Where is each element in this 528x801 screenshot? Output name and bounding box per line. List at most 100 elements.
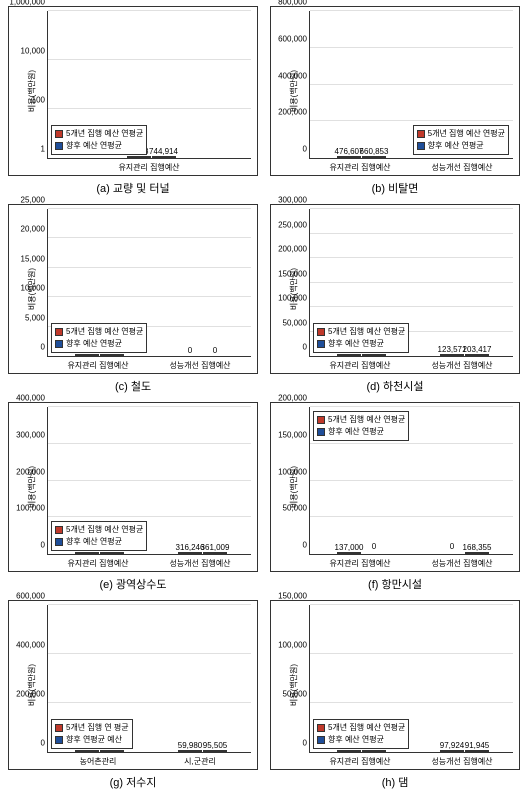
bar-red: 3,478 — [127, 156, 151, 158]
bar-group: 3,478744,914 — [127, 156, 176, 158]
y-tick: 800,000 — [278, 0, 310, 7]
legend-item: 향후 예산 연평균 — [417, 140, 505, 152]
x-axis-labels: 유지관리 집행예산성능개선 집행예산 — [309, 756, 513, 767]
bar-group: 12,62720,351 — [75, 354, 124, 356]
bar-group: 129,493159,829 — [75, 552, 124, 554]
legend-label: 5개년 집행 예산 연평균 — [328, 326, 405, 338]
legend-item: 향후 예산 연평균 — [55, 140, 143, 152]
legend-label: 향후 예산 연평균 — [428, 140, 484, 152]
y-tick: 25,000 — [21, 196, 48, 205]
bar-value-label: 0 — [213, 346, 217, 355]
panel-c: 05,00010,00015,00020,00025,00012,62720,3… — [6, 204, 260, 394]
y-tick: 200,000 — [278, 245, 310, 254]
bar-value-label: 0 — [372, 542, 376, 551]
legend: 5개년 집행 예산 연평균향후 예산 연평균 — [51, 323, 147, 353]
bar-value-label: 97,924 — [440, 741, 464, 750]
bar-group: 561,126643,517 — [75, 750, 124, 752]
legend-item: 향후 예산 연평균 — [317, 426, 405, 438]
bar-blue: 643,517 — [100, 750, 124, 752]
bar-red: 137,000 — [337, 552, 361, 554]
x-axis-labels: 농어촌관리시,군관리 — [47, 756, 251, 767]
legend-item: 5개년 집행 예산 연평균 — [55, 326, 143, 338]
legend: 5개년 집행 연 평균향후 연평균 예산 — [51, 719, 133, 749]
y-tick: 0 — [303, 343, 310, 352]
x-label: 유지관리 집행예산 — [309, 558, 411, 569]
y-tick: 0 — [303, 145, 310, 154]
y-tick: 20,000 — [21, 225, 48, 234]
y-tick: 600,000 — [16, 592, 48, 601]
x-label: 성능개선 집행예산 — [149, 360, 251, 371]
panel-f: 050,000100,000150,000200,000137,00000168… — [268, 402, 522, 592]
bar-blue: 744,914 — [152, 156, 176, 158]
bar-blue: 660,853 — [362, 156, 386, 158]
bar-red: 156,331 — [337, 354, 361, 356]
legend-swatch — [317, 340, 325, 348]
panel-caption: (f) 항만시설 — [368, 576, 422, 592]
legend: 5개년 집행 예산 연평균향후 예산 연평균 — [413, 125, 509, 155]
bar-blue: 249,524 — [362, 354, 386, 356]
chart-box: 050,000100,000150,000200,000250,000300,0… — [270, 204, 520, 374]
y-tick: 5,000 — [25, 313, 48, 322]
bar-group: 476,607660,853 — [337, 156, 386, 158]
panel-caption: (b) 비탈면 — [372, 180, 419, 196]
legend: 5개년 집행 예산 연평균향후 예산 연평균 — [51, 125, 147, 155]
legend-item: 5개년 집행 예산 연평균 — [317, 326, 405, 338]
y-tick: 250,000 — [278, 220, 310, 229]
legend-item: 5개년 집행 예산 연평균 — [55, 128, 143, 140]
chart-box: 0200,000400,000600,000561,126643,51759,9… — [8, 600, 258, 770]
x-label: 유지관리 집행예산 — [47, 558, 149, 569]
legend-label: 5개년 집행 연 평균 — [66, 722, 129, 734]
x-axis-labels: 유지관리 집행예산성능개선 집행예산 — [309, 558, 513, 569]
panel-e: 0100,000200,000300,000400,000129,493159,… — [6, 402, 260, 592]
x-label: 시,군관리 — [149, 756, 251, 767]
legend-swatch — [55, 526, 63, 534]
legend-swatch — [55, 538, 63, 546]
chart-grid: 110010,0001,000,0003,478744,9145개년 집행 예산… — [0, 0, 528, 796]
bar-red: 476,607 — [337, 156, 361, 158]
bar-group: 316,246361,009 — [178, 552, 227, 554]
legend-swatch — [55, 130, 63, 138]
bar-value-label: 137,000 — [335, 543, 364, 552]
y-tick: 10,000 — [21, 47, 48, 56]
bar-value-label: 203,417 — [463, 345, 492, 354]
y-tick: 600,000 — [278, 34, 310, 43]
legend-item: 향후 예산 연평균 — [317, 734, 405, 746]
legend-swatch — [417, 130, 425, 138]
legend-swatch — [417, 142, 425, 150]
legend-swatch — [55, 724, 63, 732]
y-axis-label: 비용(백만원) — [27, 664, 38, 706]
panel-d: 050,000100,000150,000200,000250,000300,0… — [268, 204, 522, 394]
bar-value-label: 59,980 — [178, 741, 202, 750]
legend: 5개년 집행 예산 연평균향후 예산 연평균 — [313, 411, 409, 441]
panel-caption: (a) 교량 및 터널 — [96, 180, 169, 196]
y-tick: 0 — [41, 343, 48, 352]
bar-group: 0168,355 — [440, 552, 489, 554]
panel-caption: (g) 저수지 — [110, 774, 157, 790]
panel-caption: (c) 철도 — [115, 378, 151, 394]
chart-box: 05,00010,00015,00020,00025,00012,62720,3… — [8, 204, 258, 374]
legend-item: 5개년 집행 예산 연평균 — [317, 414, 405, 426]
legend-item: 5개년 집행 예산 연평균 — [317, 722, 405, 734]
y-axis-label: 비용(백만원) — [27, 466, 38, 508]
bar-group: 123,571203,417 — [440, 354, 489, 356]
x-label: 성능개선 집행예산 — [411, 756, 513, 767]
y-tick: 0 — [41, 739, 48, 748]
bar-blue: 361,009 — [203, 552, 227, 554]
legend-swatch — [317, 416, 325, 424]
bar-blue: 20,351 — [100, 354, 124, 356]
y-tick: 0 — [303, 541, 310, 550]
x-label: 성능개선 집행예산 — [411, 162, 513, 173]
x-axis-labels: 유지관리 집행예산 — [47, 162, 251, 173]
legend-label: 5개년 집행 예산 연평균 — [428, 128, 505, 140]
x-axis-labels: 유지관리 집행예산성능개선 집행예산 — [309, 162, 513, 173]
bar-group: 97,92491,945 — [440, 750, 489, 752]
y-tick: 0 — [303, 739, 310, 748]
x-label: 성능개선 집행예산 — [411, 558, 513, 569]
y-tick: 300,000 — [16, 430, 48, 439]
bar-red: 123,571 — [440, 354, 464, 356]
panel-caption: (h) 댐 — [382, 774, 409, 790]
bar-value-label: 744,914 — [149, 147, 178, 156]
x-axis-labels: 유지관리 집행예산성능개선 집행예산 — [47, 360, 251, 371]
y-tick: 0 — [41, 541, 48, 550]
legend-label: 향후 예산 연평균 — [66, 536, 122, 548]
